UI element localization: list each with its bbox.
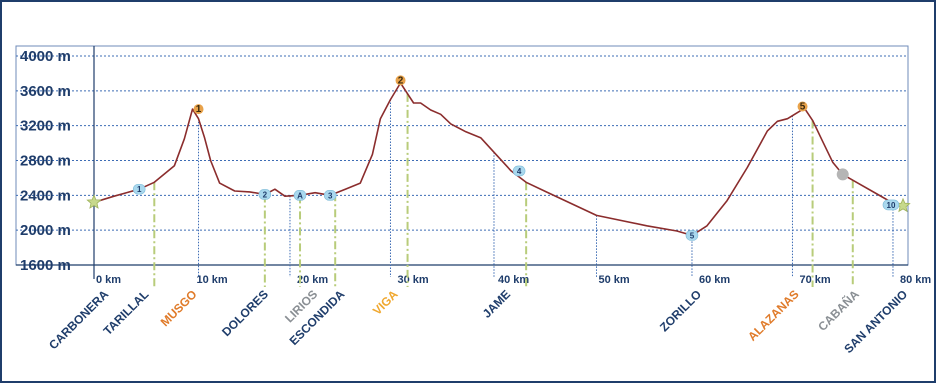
x-tick-label-60: 60 km bbox=[699, 274, 730, 286]
place-name-6: VIGA bbox=[370, 287, 401, 318]
waypoint-marker-2 bbox=[258, 189, 272, 200]
y-tick-label-3600: 3600 m bbox=[20, 83, 71, 100]
start-star-marker bbox=[86, 194, 102, 209]
x-tick-label-70: 70 km bbox=[800, 274, 831, 286]
elevation-profile-line bbox=[93, 82, 904, 237]
y-tick-label-2000: 2000 m bbox=[20, 222, 71, 239]
x-tick-label-80: 80 km bbox=[900, 274, 931, 286]
waypoint-marker-5 bbox=[685, 230, 699, 241]
place-name-8: ZORILLO bbox=[657, 287, 704, 334]
waypoint-marker-label-5: 5 bbox=[690, 231, 695, 240]
waypoint-marker-label-A: A bbox=[297, 191, 303, 200]
place-name-2: MUSGO bbox=[158, 287, 200, 329]
hut-marker bbox=[836, 168, 849, 181]
waypoint-marker-label-2: 2 bbox=[263, 190, 268, 199]
x-tick-label-10: 10 km bbox=[197, 274, 228, 286]
waypoint-marker-3 bbox=[323, 190, 337, 201]
place-name-0: CARBONERA bbox=[46, 287, 111, 352]
x-tick-label-20: 20 km bbox=[297, 274, 328, 286]
summit-marker-label-1: 1 bbox=[196, 104, 202, 115]
summit-marker-5 bbox=[797, 101, 808, 112]
x-tick-label-0: 0 km bbox=[96, 274, 121, 286]
waypoint-marker-10 bbox=[882, 199, 900, 211]
place-name-3: DOLORES bbox=[219, 287, 271, 339]
waypoint-marker-A bbox=[293, 190, 307, 201]
waypoint-marker-label-3: 3 bbox=[328, 191, 333, 200]
place-name-7: JAME bbox=[480, 287, 513, 320]
place-name-9: ALAZANAS bbox=[745, 287, 802, 344]
summit-marker-1 bbox=[193, 104, 204, 115]
waypoint-marker-4 bbox=[512, 165, 526, 177]
summit-marker-label-5: 5 bbox=[800, 102, 806, 113]
waypoint-marker-label-10: 10 bbox=[887, 201, 896, 210]
waypoint-marker-label-1: 1 bbox=[137, 185, 142, 194]
waypoint-marker-1 bbox=[132, 183, 146, 195]
place-name-10: CABAÑA bbox=[815, 286, 863, 334]
x-tick-label-50: 50 km bbox=[599, 274, 630, 286]
y-tick-label-3200: 3200 m bbox=[20, 118, 71, 135]
y-tick-label-2400: 2400 m bbox=[20, 187, 71, 204]
summit-marker-2 bbox=[395, 75, 406, 86]
x-tick-label-30: 30 km bbox=[398, 274, 429, 286]
summit-marker-label-2: 2 bbox=[398, 75, 404, 86]
x-tick-label-40: 40 km bbox=[498, 274, 529, 286]
waypoint-marker-label-4: 4 bbox=[517, 167, 522, 176]
y-tick-label-4000: 4000 m bbox=[20, 48, 71, 65]
plot-panel bbox=[15, 45, 909, 266]
y-tick-label-2800: 2800 m bbox=[20, 153, 71, 170]
